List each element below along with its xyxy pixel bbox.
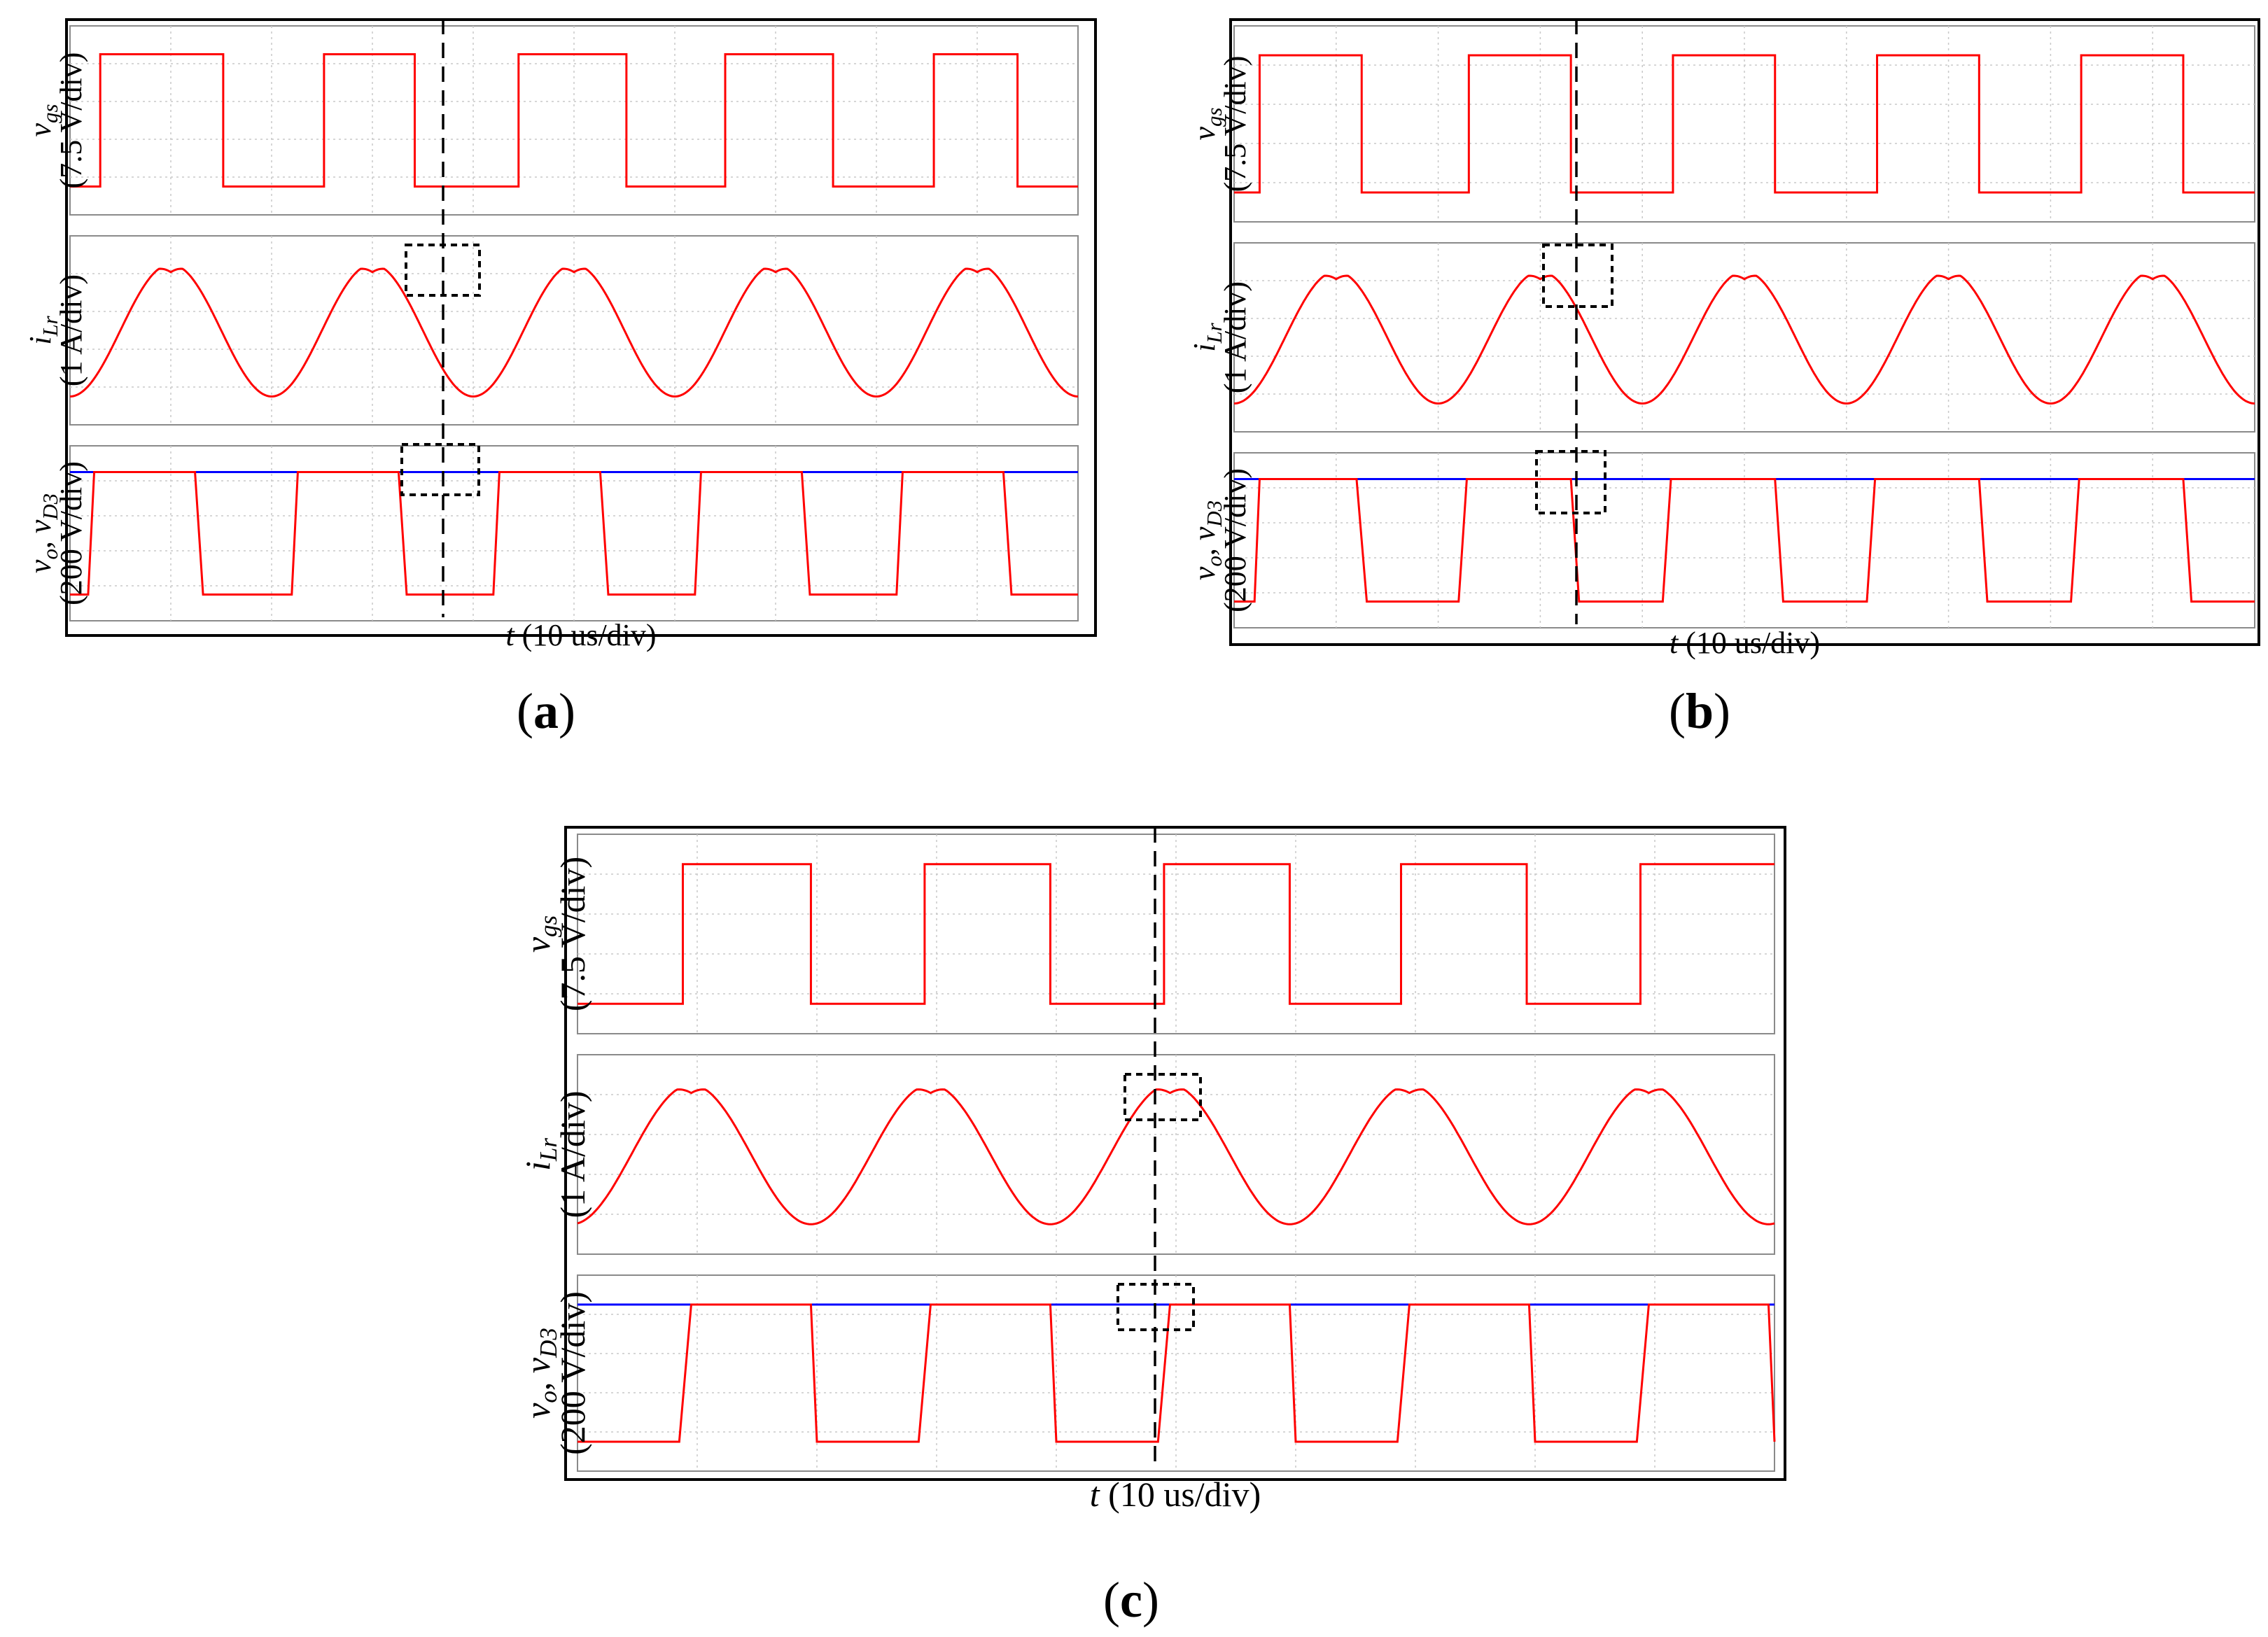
ylabel-sub: gs: [38, 104, 62, 123]
ylabel-sub: gs: [1203, 108, 1226, 127]
subplot-iLr: iLr(1 A/div): [1187, 242, 2255, 433]
xlabel-var: t: [1670, 626, 1679, 660]
ylabel-var: v: [1187, 126, 1222, 140]
subplot-frame: [577, 1054, 1775, 1255]
ylabel-var: v: [23, 559, 57, 573]
xlabel: t (10 us/div): [505, 618, 656, 652]
caption-a: (a): [517, 683, 575, 739]
ylabel-sub2: D3: [38, 493, 62, 521]
subplot-iLr: iLr(1 A/div): [23, 235, 1079, 426]
series-vgs-0: [578, 863, 1774, 1005]
caption-b: (b): [1668, 683, 1730, 739]
ylabel-vgs: vgs: [23, 104, 62, 137]
subplot-frame: [577, 834, 1775, 1034]
xlabel-unit: (10 us/div): [1100, 1475, 1261, 1514]
ylabel-iLr: iLr: [23, 315, 62, 344]
ylabel-var: v: [23, 122, 57, 136]
subplot-vgs: vgs(7.5 V/div): [1187, 25, 2255, 223]
series-iLr-0: [1233, 274, 2255, 405]
highlight-box: [400, 443, 480, 496]
panel-frame: [1229, 18, 2260, 646]
panel-frame: [65, 18, 1097, 637]
ylabel-vo_vD3: vo, vD3: [518, 1328, 562, 1419]
highlight-box: [1542, 244, 1614, 308]
ylabel-sub2: D3: [1203, 500, 1226, 528]
ylabel-scale: (1 A/div): [1218, 281, 1252, 393]
subplot-vgs: vgs(7.5 V/div): [23, 25, 1079, 216]
ylabel-scale: (1 A/div): [553, 1091, 592, 1218]
ylabel-var2: v: [518, 1357, 557, 1373]
ylabel-sub: Lr: [38, 315, 62, 337]
xlabel: t (10 us/div): [1670, 626, 1820, 660]
highlight-box: [1535, 450, 1606, 514]
ylabel-scale: (200 V/div): [54, 461, 88, 605]
series-vo_vD3-1: [1234, 478, 2255, 603]
xlabel-unit: (10 us/div): [514, 618, 657, 652]
ylabel-sub: o: [1203, 556, 1226, 566]
subplot-vgs: vgs(7.5 V/div): [518, 834, 1775, 1034]
ylabel-var2: v: [23, 519, 57, 533]
ylabel-iLr: iLr: [518, 1138, 562, 1171]
xlabel-var: t: [1090, 1475, 1100, 1514]
ylabel-sub: Lr: [535, 1138, 562, 1162]
ylabel-sub2: D3: [535, 1328, 562, 1358]
caption-c: (c): [1103, 1572, 1159, 1628]
ylabel-sep: ,: [1187, 540, 1222, 556]
ylabel-sub: o: [535, 1391, 562, 1403]
ylabel-vo_vD3: vo, vD3: [23, 493, 62, 573]
ylabel-var2: v: [1187, 526, 1222, 540]
ylabel-vgs: vgs: [1187, 108, 1226, 141]
ylabel-iLr: iLr: [1187, 322, 1226, 351]
panel-c: vgs(7.5 V/div)iLr(1 A/div)vo, vD3(200 V/…: [518, 826, 1786, 1514]
ylabel-var: v: [1187, 566, 1222, 580]
xlabel-unit: (10 us/div): [1678, 626, 1820, 660]
ylabel-var: v: [518, 936, 557, 953]
series-vgs-0: [70, 53, 1078, 188]
ylabel-sub: o: [38, 549, 62, 559]
panel-b: vgs(7.5 V/div)iLr(1 A/div)vo, vD3(200 V/…: [1187, 18, 2260, 660]
ylabel-var: i: [23, 336, 57, 344]
ylabel-vo_vD3: vo, vD3: [1187, 500, 1226, 580]
subplot-vo_vD3: vo, vD3(200 V/div): [518, 1274, 1776, 1472]
ylabel-sub: Lr: [1203, 322, 1226, 344]
panel-frame: [564, 826, 1786, 1481]
xlabel: t (10 us/div): [1090, 1475, 1261, 1514]
subplot-vo_vD3: vo, vD3(200 V/div): [23, 445, 1079, 621]
ylabel-var: i: [1187, 343, 1222, 351]
ylabel-scale: (1 A/div): [54, 274, 88, 386]
ylabel-sep: ,: [518, 1373, 557, 1391]
ylabel-scale: (7.5 V/div): [553, 857, 592, 1011]
highlight-box: [1124, 1073, 1202, 1121]
ylabel-scale: (7.5 V/div): [1218, 56, 1252, 192]
ylabel-var: i: [518, 1161, 557, 1171]
highlight-box: [405, 244, 481, 297]
subplot-vo_vD3: vo, vD3(200 V/div): [1187, 452, 2255, 628]
xlabel-var: t: [505, 618, 515, 652]
ylabel-sub: gs: [535, 915, 562, 937]
ylabel-scale: (200 V/div): [1218, 468, 1252, 612]
subplot-iLr: iLr(1 A/div): [518, 1054, 1775, 1255]
highlight-box: [1116, 1283, 1195, 1331]
ylabel-sep: ,: [23, 533, 57, 549]
series-iLr-0: [69, 267, 1079, 398]
ylabel-scale: (200 V/div): [553, 1291, 592, 1455]
series-vo_vD3-1: [70, 471, 1078, 596]
ylabel-var: v: [518, 1403, 557, 1419]
series-vgs-0: [1234, 54, 2255, 194]
panel-a: vgs(7.5 V/div)iLr(1 A/div)vo, vD3(200 V/…: [23, 18, 1097, 652]
ylabel-vgs: vgs: [518, 915, 562, 953]
ylabel-scale: (7.5 V/div): [54, 52, 88, 189]
series-iLr-0: [577, 1088, 1775, 1225]
series-vo_vD3-1: [578, 1303, 1776, 1443]
